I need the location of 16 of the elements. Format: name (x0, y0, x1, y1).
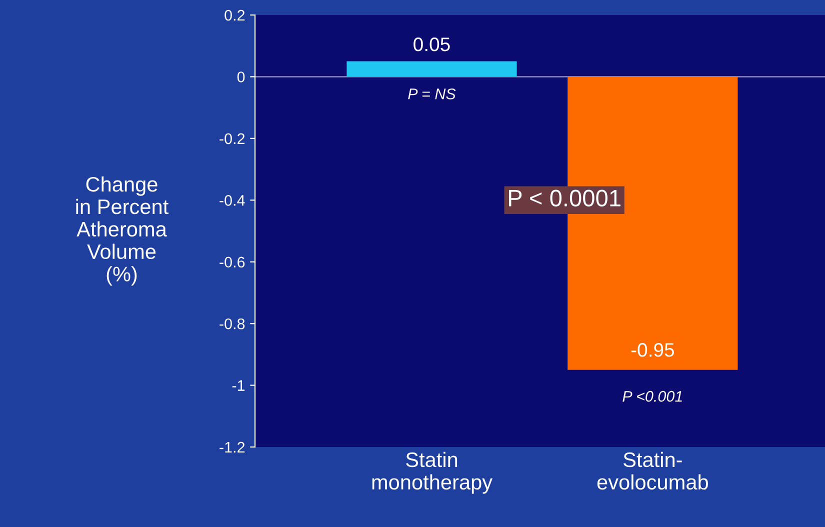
y-tick-label: -0.4 (220, 195, 245, 206)
annotation: P = NS (408, 88, 456, 100)
y-tick-label: -1.2 (220, 442, 245, 453)
y-axis-title: Change in Percent Atheroma Volume (%) (76, 176, 168, 286)
y-tick-label: -0.2 (220, 133, 245, 144)
x-tick-label: Statin monotherapy (372, 452, 493, 494)
y-tick-label: 0.2 (224, 10, 245, 21)
data-label: -0.95 (631, 342, 674, 357)
y-tick-label: -0.6 (220, 256, 245, 268)
x-tick-label: Statin- evolocumab (597, 452, 708, 490)
y-tick-label: 0 (237, 72, 245, 82)
data-label: 0.05 (414, 38, 450, 52)
annotation: P < 0.0001 (509, 190, 620, 206)
y-tick-label: -1 (232, 380, 245, 391)
y-tick-label: -0.8 (220, 318, 245, 330)
annotation: P <0.001 (622, 390, 682, 402)
